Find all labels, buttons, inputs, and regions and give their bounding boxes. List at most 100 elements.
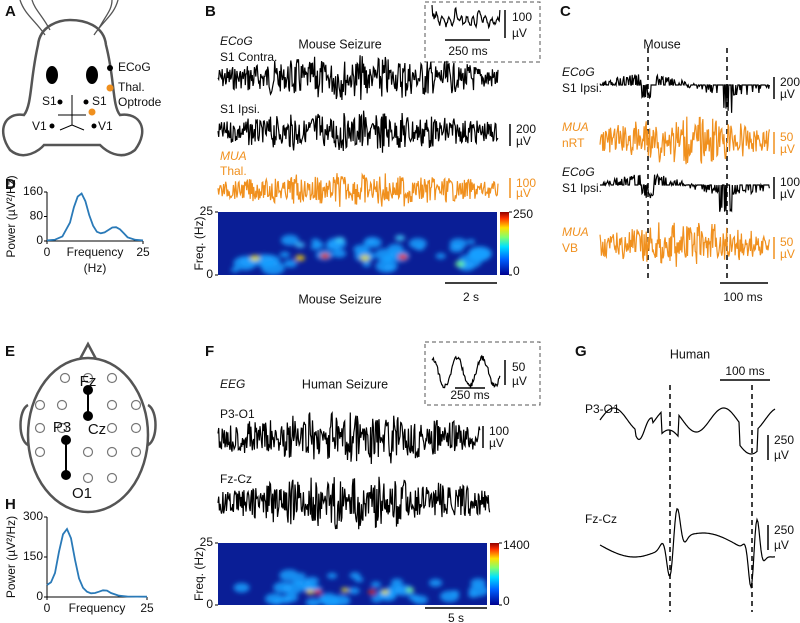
label: 80 (30, 209, 44, 223)
label: ECoG (220, 34, 253, 48)
label: ECoG (562, 65, 595, 79)
label: nRT (562, 136, 585, 150)
label: µV (780, 87, 795, 101)
power-blob (370, 581, 382, 588)
label: 0 (44, 245, 51, 259)
trace (599, 222, 770, 267)
label: Freq. (Hz) (192, 216, 206, 270)
power-blob (279, 569, 300, 582)
label: 100 (780, 175, 800, 189)
label: µV (780, 142, 795, 156)
power-blob (296, 572, 306, 579)
label: 200 (516, 122, 536, 136)
label: (Hz) (84, 261, 107, 275)
power-blob (273, 581, 293, 594)
electrode (106, 372, 118, 384)
electrodes (49, 65, 114, 129)
label: 160 (23, 184, 43, 198)
label: 300 (23, 509, 43, 523)
label: ECoG (562, 165, 595, 179)
label: 0 (36, 589, 43, 603)
power-blob (439, 590, 460, 603)
electrode (106, 399, 118, 411)
label: P3-O1 (585, 402, 620, 416)
power-blob (435, 252, 446, 260)
electrode-grid (34, 372, 142, 484)
label: Fz (80, 373, 97, 390)
power-blob (428, 578, 443, 587)
power-blob (314, 589, 322, 595)
spectrum-line (46, 527, 148, 598)
power-blob (230, 267, 240, 273)
power-blob (320, 253, 330, 259)
power-blob (310, 238, 320, 245)
label: 150 (23, 549, 43, 563)
label: 250 ms (450, 388, 489, 402)
label: P3 (53, 419, 71, 436)
label: P3-O1 (220, 407, 255, 421)
label: µV (774, 448, 789, 462)
electrode (106, 472, 118, 484)
label: ECoG (118, 60, 151, 74)
label: MUA (562, 120, 589, 134)
electrode (34, 446, 46, 458)
label: 0 (206, 267, 213, 281)
label: VB (562, 241, 578, 255)
power-blob (305, 598, 321, 605)
eye (86, 66, 98, 84)
electrode (82, 472, 94, 484)
inset-box (424, 341, 541, 406)
label: 25 (136, 245, 150, 259)
power-blob (398, 254, 408, 260)
electrode (34, 422, 46, 434)
power-blob (295, 255, 305, 261)
label: S1 Ipsi. (562, 81, 602, 95)
label: 1400 (503, 538, 530, 552)
electrode (34, 399, 46, 411)
label: MUA (220, 149, 247, 163)
label: 250 ms (448, 44, 487, 58)
power-blob (250, 255, 260, 261)
trace (599, 407, 776, 455)
label: 0 (503, 594, 510, 608)
label: Optrode (118, 95, 162, 109)
trace (217, 110, 499, 153)
mouse-head (2, 0, 144, 157)
panel-label: H (5, 496, 16, 513)
label: 0 (513, 264, 520, 278)
label: Frequency (67, 245, 124, 259)
power-blob (335, 237, 345, 243)
power-blob (347, 587, 360, 595)
label: Power (µV²/Hz) (4, 175, 18, 257)
label: 25 (200, 204, 214, 218)
label: S1 (92, 94, 107, 108)
label: V1 (32, 119, 47, 133)
panel-label: G (575, 343, 587, 360)
label: µV (780, 247, 795, 261)
label: S1 Contra. (220, 50, 277, 64)
power-blob (360, 255, 370, 261)
power-blob (375, 259, 398, 273)
label: Cz (88, 421, 106, 438)
power-blob (261, 261, 285, 275)
eye (46, 66, 58, 84)
label: Human (670, 347, 710, 361)
power-blob (233, 582, 250, 593)
human-head (19, 341, 157, 514)
panel-label: E (5, 343, 15, 360)
power-blob (449, 244, 464, 253)
power-blob (466, 239, 476, 245)
label: Freq. (Hz) (192, 547, 206, 601)
power-blob (326, 572, 338, 579)
colorbar (490, 543, 499, 605)
spectrum-line (46, 192, 144, 242)
panel-label: C (560, 3, 571, 20)
power-blob (279, 251, 290, 258)
power-blob (306, 589, 314, 595)
trace (599, 73, 770, 113)
label: 100 (489, 424, 509, 438)
label: 250 (774, 433, 794, 447)
label: Mouse (643, 37, 681, 51)
label: 100 ms (725, 364, 764, 378)
label: 200 (780, 75, 800, 89)
